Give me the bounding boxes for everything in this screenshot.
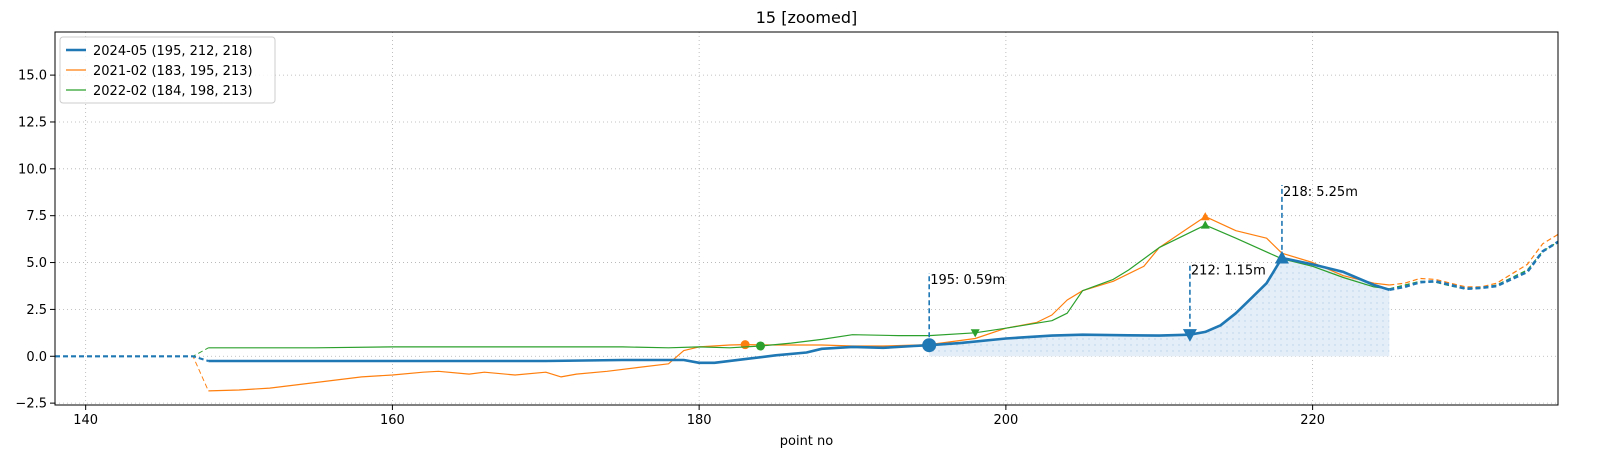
legend: 2024-05 (195, 212, 218) 2021-02 (183, 195… — [59, 36, 276, 104]
legend-entry: 2024-05 (195, 212, 218) — [93, 44, 253, 59]
y-tick-label: 7.5 — [26, 209, 47, 224]
x-tick-label: 200 — [993, 413, 1018, 428]
x-tick-label: 160 — [380, 413, 405, 428]
annotation-label: 218: 5.25m — [1283, 185, 1358, 200]
y-tick-label: 0.0 — [26, 350, 47, 365]
series-2022-02-line — [208, 224, 1390, 349]
legend-entry: 2022-02 (184, 198, 213) — [93, 84, 253, 99]
series-2022-02-marker-triangle-down — [970, 329, 980, 338]
series-2024-05-dashed-left — [55, 355, 209, 362]
annotation-label: 212: 1.15m — [1191, 264, 1266, 279]
series-2022-02-marker-circle — [755, 341, 765, 351]
series-layer — [55, 212, 1559, 392]
legend-box — [59, 36, 276, 104]
series-2021-02-dashed-right — [1389, 233, 1559, 288]
annotation-label: 195: 0.59m — [930, 273, 1005, 288]
series-2024-05-dashed-right — [1389, 240, 1559, 291]
legend-entry: 2021-02 (183, 195, 213) — [93, 64, 253, 79]
x-tick-label: 220 — [1300, 413, 1325, 428]
fill-area-2024-05 — [929, 257, 1390, 357]
annotation-layer: 195: 0.59m 212: 1.15m 218: 5.25m — [928, 184, 1358, 346]
y-tick-label: 15.0 — [18, 69, 47, 84]
chart-title: 15 [zoomed] — [756, 8, 858, 27]
x-axis-label: point no — [780, 434, 834, 449]
series-2022-02-dashed-left — [55, 347, 209, 357]
plot-frame — [54, 31, 1559, 406]
x-tick-label: 140 — [73, 413, 98, 428]
series-2021-02-marker-triangle-up — [1200, 212, 1210, 221]
y-axis: −2.5 0.0 2.5 5.0 7.5 10.0 12.5 15.0 — [15, 69, 55, 412]
series-2024-05-marker-triangle-down — [1182, 329, 1197, 342]
y-tick-label: −2.5 — [15, 397, 47, 412]
series-2021-02-line — [208, 216, 1390, 392]
series-2021-02-marker-circle — [740, 340, 750, 350]
fill-area — [929, 257, 1390, 357]
series-2022-02-marker-triangle-up — [1200, 220, 1210, 229]
y-tick-label: 12.5 — [18, 115, 47, 130]
x-tick-label: 180 — [687, 413, 712, 428]
y-tick-label: 5.0 — [26, 256, 47, 271]
x-axis: 140 160 180 200 220 — [73, 405, 1325, 428]
y-tick-label: 10.0 — [18, 162, 47, 177]
series-2021-02-dashed-left — [55, 355, 209, 392]
y-tick-label: 2.5 — [26, 303, 47, 318]
series-2022-02-dashed-right — [1389, 241, 1559, 290]
